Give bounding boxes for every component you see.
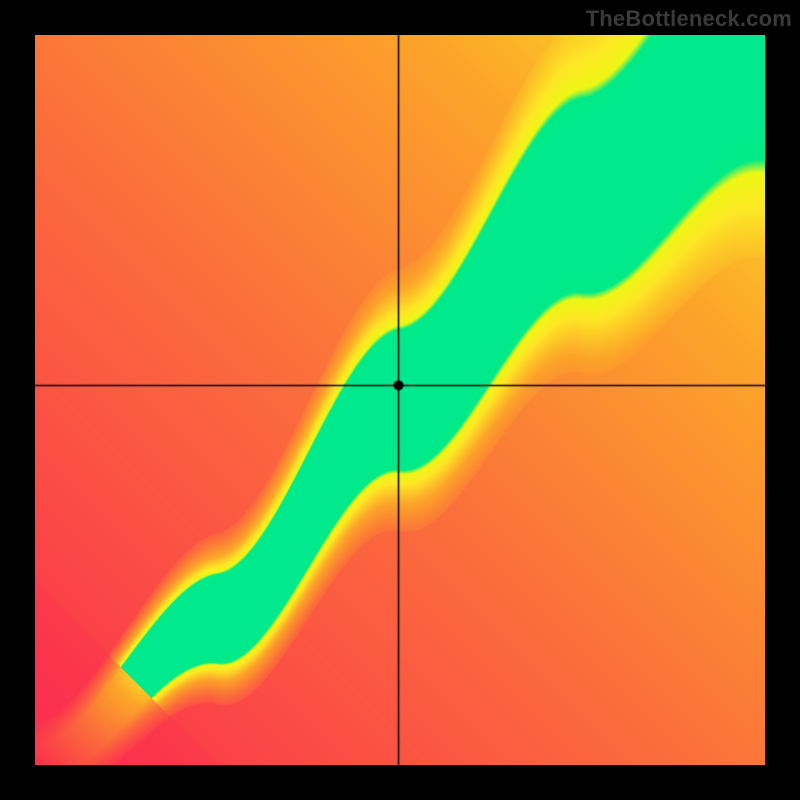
chart-container: TheBottleneck.com (0, 0, 800, 800)
watermark-text: TheBottleneck.com (586, 6, 792, 32)
crosshair-overlay (0, 0, 800, 800)
